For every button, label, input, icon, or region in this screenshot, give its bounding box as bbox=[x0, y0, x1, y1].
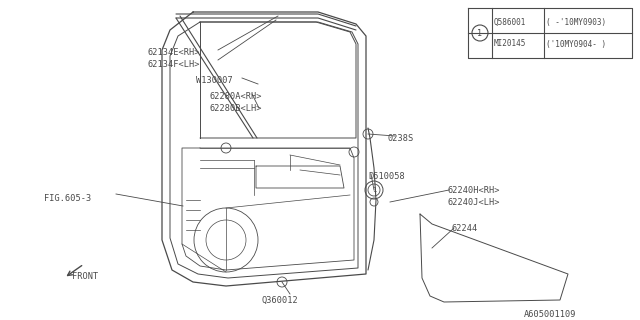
Text: 1: 1 bbox=[477, 28, 483, 37]
Text: 62280A<RH>: 62280A<RH> bbox=[210, 92, 262, 101]
Text: A605001109: A605001109 bbox=[524, 310, 577, 319]
Text: Q586001: Q586001 bbox=[494, 18, 526, 27]
Text: 62134E<RH>: 62134E<RH> bbox=[148, 48, 200, 57]
Text: 62134F<LH>: 62134F<LH> bbox=[148, 60, 200, 69]
Text: 62240H<RH>: 62240H<RH> bbox=[448, 186, 500, 195]
Text: D510058: D510058 bbox=[368, 172, 404, 181]
Text: FIG.605-3: FIG.605-3 bbox=[44, 194, 92, 203]
Text: ( -'10MY0903): ( -'10MY0903) bbox=[546, 18, 606, 27]
Text: MI20145: MI20145 bbox=[494, 39, 526, 49]
Text: 0238S: 0238S bbox=[388, 134, 414, 143]
Text: 62240J<LH>: 62240J<LH> bbox=[448, 198, 500, 207]
Text: FRONT: FRONT bbox=[72, 272, 99, 281]
Text: 62244: 62244 bbox=[452, 224, 478, 233]
Text: Q360012: Q360012 bbox=[262, 296, 299, 305]
Text: 1: 1 bbox=[372, 187, 376, 193]
Text: ('10MY0904- ): ('10MY0904- ) bbox=[546, 39, 606, 49]
Text: 62280B<LH>: 62280B<LH> bbox=[210, 104, 262, 113]
Text: W130007: W130007 bbox=[196, 76, 233, 85]
